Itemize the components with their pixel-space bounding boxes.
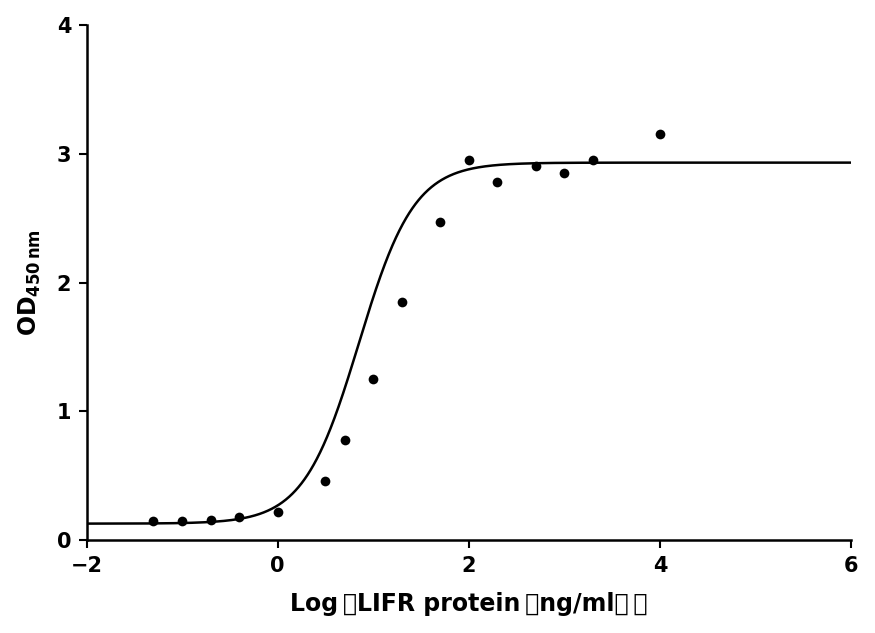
Point	[586, 155, 600, 165]
Point	[367, 374, 381, 384]
Point	[653, 129, 667, 139]
Point	[270, 507, 284, 517]
Point	[491, 177, 505, 187]
Point	[204, 515, 218, 525]
Point	[146, 516, 160, 526]
Point	[395, 297, 409, 307]
Point	[433, 217, 447, 227]
Point	[318, 476, 332, 486]
Y-axis label: OD$_{\mathregular{450\,nm}}$: OD$_{\mathregular{450\,nm}}$	[17, 229, 43, 336]
Point	[233, 512, 247, 522]
Point	[528, 161, 542, 172]
Point	[557, 168, 571, 178]
Point	[338, 435, 352, 445]
Point	[462, 155, 476, 165]
X-axis label: Log （LIFR protein （ng/ml） ）: Log （LIFR protein （ng/ml） ）	[290, 592, 648, 617]
Point	[175, 516, 189, 526]
